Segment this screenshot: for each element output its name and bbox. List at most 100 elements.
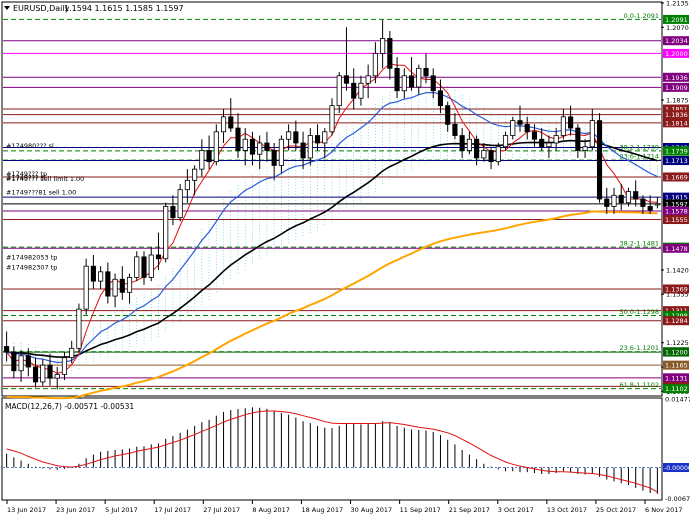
candle-body xyxy=(271,150,277,166)
candle-body xyxy=(546,142,552,148)
time-tick-label: 21 Sep 2017 xyxy=(449,506,490,514)
level-label: 50.0-1.1298 xyxy=(619,308,659,316)
candle-body xyxy=(553,135,559,144)
candle-body xyxy=(206,150,212,163)
candle-body xyxy=(329,105,335,133)
level-tag-text: 1.2034 xyxy=(665,37,688,45)
candle-body xyxy=(228,116,234,129)
candle-body xyxy=(488,150,494,163)
level-tag xyxy=(663,118,689,128)
order-label: #174982307 tp xyxy=(6,264,57,272)
level-tag xyxy=(663,347,689,357)
level-tag-text: 1.1814 xyxy=(665,119,688,127)
candle-body xyxy=(408,75,415,88)
candle-body xyxy=(575,127,581,151)
level-tag xyxy=(663,72,689,82)
candle-body xyxy=(177,189,183,219)
level-tag-text: 1.1200 xyxy=(665,349,688,357)
level-tag-text: 1.1836 xyxy=(665,111,688,119)
level-tag xyxy=(663,373,689,383)
candle-body xyxy=(47,364,53,379)
level-label: 61.8-1.1102 xyxy=(619,381,659,389)
orange-ma-line xyxy=(6,210,658,400)
candle-body xyxy=(293,131,299,144)
level-price-tags: 1.20911.20341.20001.19361.19091.18511.18… xyxy=(663,14,689,394)
candle-body xyxy=(459,135,465,151)
level-tag-text: 1.1369 xyxy=(665,285,688,293)
candle-body xyxy=(495,146,501,163)
time-tick-label: 25 Oct 2017 xyxy=(596,506,636,514)
candle-body xyxy=(235,127,241,151)
blue-ma-line xyxy=(6,91,658,364)
level-tag xyxy=(663,192,689,202)
macd-signal-line xyxy=(6,410,658,493)
order-label: #1749??? sl xyxy=(6,173,46,181)
price-tick-label: 1.1875 xyxy=(666,97,689,105)
candle-body xyxy=(163,206,169,260)
level-label: 38.2-1.1739 xyxy=(619,143,659,151)
candle-body xyxy=(524,123,530,133)
level-label: 23.6-1.1201 xyxy=(619,344,659,352)
price-tick-label: 1.1420 xyxy=(666,266,689,274)
candle-body xyxy=(213,131,219,163)
candle-body xyxy=(61,357,68,375)
candle-body xyxy=(423,67,429,77)
level-tag xyxy=(663,82,689,92)
candle-body xyxy=(343,75,350,84)
candle-body xyxy=(119,278,125,293)
chart-title: EURUSD,Daily xyxy=(13,4,70,13)
level-tag xyxy=(663,310,689,320)
candle-body xyxy=(372,53,378,77)
macd-tick-label: -0.00000 xyxy=(664,465,690,472)
candle-body xyxy=(264,142,270,151)
candle-body xyxy=(618,194,624,204)
candle-body xyxy=(401,75,407,92)
level-tag xyxy=(663,243,689,253)
candle-body xyxy=(83,265,89,310)
level-tag xyxy=(663,199,689,209)
candle-body xyxy=(589,120,595,148)
candle-body xyxy=(141,256,147,278)
candle-body xyxy=(640,198,646,207)
candle-body xyxy=(278,138,284,166)
candle-body xyxy=(568,116,574,129)
macd-zero-tag xyxy=(663,463,689,473)
candle-body xyxy=(633,191,639,200)
level-label: 23.6-1.1714 xyxy=(619,153,659,161)
candle-body xyxy=(257,142,263,155)
time-axis: 13 Jun 2017 23 Jun 2017 5 Jul 2017 17 Jul 2… xyxy=(6,500,683,514)
candle-body xyxy=(474,138,480,159)
candle-body xyxy=(611,194,617,207)
candle-body xyxy=(184,179,190,191)
candle-body xyxy=(32,366,39,383)
candle-body xyxy=(625,191,632,204)
time-tick-label: 13 Jun 2017 xyxy=(7,506,46,514)
time-tick-label: 30 Aug 2017 xyxy=(351,506,393,514)
candle-body xyxy=(394,67,400,92)
candle-body xyxy=(430,75,436,92)
candle-body xyxy=(452,123,458,136)
candle-body xyxy=(387,38,393,69)
level-tag-text: 1.1478 xyxy=(665,245,688,253)
level-tag xyxy=(663,306,689,316)
candle-body xyxy=(300,142,306,159)
level-tag-text: 1.1669 xyxy=(665,173,688,181)
level-tag xyxy=(663,284,689,294)
candle-body xyxy=(517,120,523,125)
time-tick-label: 11 Sep 2017 xyxy=(400,506,441,514)
candle-body xyxy=(192,168,198,181)
candle-body xyxy=(604,198,610,207)
time-tick-label: 3 Oct 2017 xyxy=(498,506,534,514)
candle-body xyxy=(654,203,660,206)
order-label: #174980??? sl xyxy=(6,142,54,150)
level-tag xyxy=(663,316,689,326)
level-tag-text: 1.1131 xyxy=(665,374,688,382)
candle-body xyxy=(40,364,46,383)
time-tick-label: 18 Aug 2017 xyxy=(301,506,343,514)
candle-body xyxy=(322,131,328,144)
candle-body xyxy=(54,374,60,379)
level-tag xyxy=(663,206,689,216)
time-tick-label: 5 Jul 2017 xyxy=(105,506,138,514)
candle-body xyxy=(105,271,111,297)
